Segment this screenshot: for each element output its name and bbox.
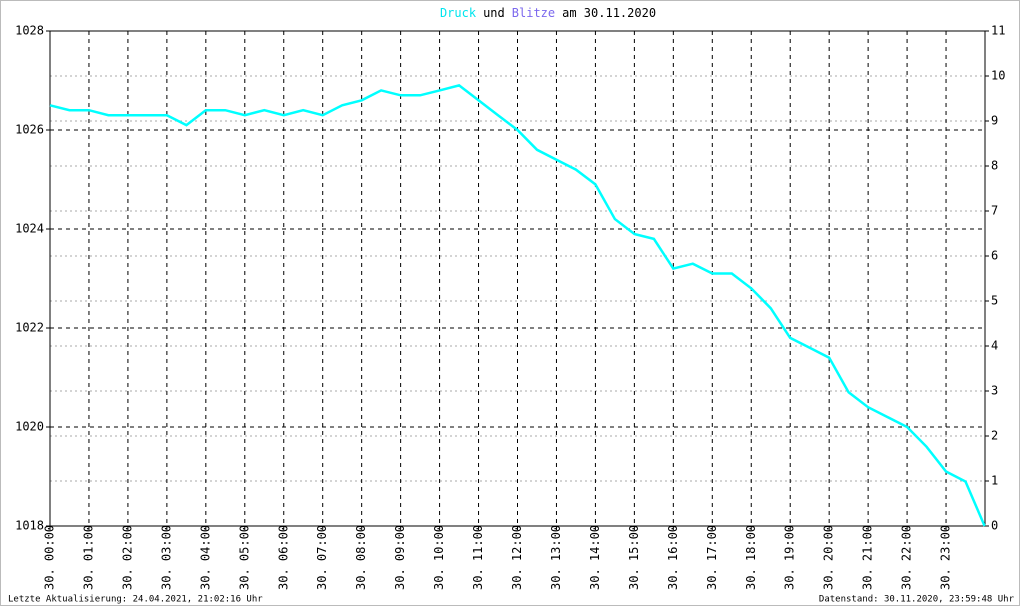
- y-tick-label: 1026: [15, 123, 44, 137]
- title-part: Druck: [440, 6, 477, 20]
- y2-tick-label: 3: [991, 384, 998, 398]
- y2-tick-label: 7: [991, 204, 998, 218]
- chart-title: Druck und Blitze am 30.11.2020: [440, 6, 656, 20]
- y2-tick-label: 8: [991, 159, 998, 173]
- x-tick-label: 30. 18:00: [744, 525, 758, 590]
- footer-left: Letzte Aktualisierung: 24.04.2021, 21:02…: [8, 595, 263, 605]
- x-tick-label: 30. 17:00: [705, 525, 719, 590]
- x-tick-label: 30. 14:00: [588, 525, 602, 590]
- x-tick-label: 30. 07:00: [315, 525, 329, 590]
- line-series: [49, 84, 986, 527]
- x-tick-label: 30. 19:00: [783, 525, 797, 590]
- x-tick-label: 30. 08:00: [354, 525, 368, 590]
- title-part: am 30.11.2020: [562, 6, 656, 20]
- y2-tick-label: 5: [991, 294, 998, 308]
- x-tick-label: 30. 11:00: [471, 525, 485, 590]
- y-tick-label: 1024: [15, 222, 44, 236]
- x-tick-label: 30. 05:00: [237, 525, 251, 590]
- y2-tick-label: 4: [991, 339, 998, 353]
- title-part: Blitze: [512, 6, 555, 20]
- x-tick-label: 30. 02:00: [120, 525, 134, 590]
- x-tick-label: 30. 22:00: [900, 525, 914, 590]
- footer-right: Datenstand: 30.11.2020, 23:59:48 Uhr: [819, 595, 1015, 605]
- x-tick-label: 30. 03:00: [159, 525, 173, 590]
- y2-tick-label: 9: [991, 114, 998, 128]
- y-tick-label: 1018: [15, 519, 44, 533]
- y-tick-label: 1028: [15, 24, 44, 38]
- x-tick-label: 30. 12:00: [510, 525, 524, 590]
- y2-tick-label: 10: [991, 69, 1005, 83]
- y2-tick-label: 6: [991, 249, 998, 263]
- x-tick-label: 30. 23:00: [939, 525, 953, 590]
- y-tick-label: 1020: [15, 420, 44, 434]
- x-tick-label: 30. 00:00: [43, 525, 57, 590]
- x-tick-label: 30. 15:00: [627, 525, 641, 590]
- x-tick-label: 30. 06:00: [276, 525, 290, 590]
- x-tick-label: 30. 01:00: [81, 525, 95, 590]
- x-tick-label: 30. 16:00: [666, 525, 680, 590]
- x-tick-label: 30. 04:00: [198, 525, 212, 590]
- y2-tick-label: 0: [991, 519, 998, 533]
- x-tick-label: 30. 10:00: [432, 525, 446, 590]
- y2-tick-label: 11: [991, 24, 1005, 38]
- plot-frame: [49, 30, 986, 527]
- x-tick-label: 30. 21:00: [861, 525, 875, 590]
- y-tick-label: 1022: [15, 321, 44, 335]
- x-tick-label: 30. 20:00: [822, 525, 836, 590]
- x-tick-label: 30. 09:00: [393, 525, 407, 590]
- y2-tick-label: 1: [991, 474, 998, 488]
- title-part: und: [483, 6, 505, 20]
- y2-tick-label: 2: [991, 429, 998, 443]
- x-tick-label: 30. 13:00: [549, 525, 563, 590]
